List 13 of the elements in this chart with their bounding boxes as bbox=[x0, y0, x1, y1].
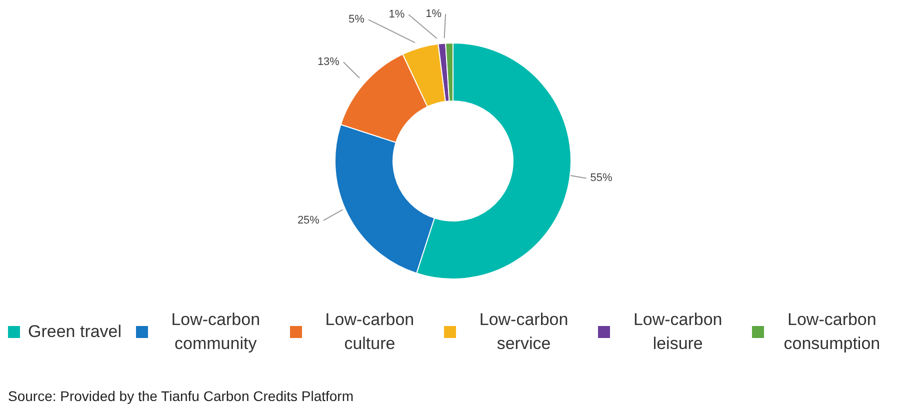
data-label: 55% bbox=[590, 172, 612, 184]
data-label: 1% bbox=[388, 8, 405, 21]
data-label: 25% bbox=[297, 214, 320, 226]
legend-label: Low-carbon leisure bbox=[632, 309, 724, 355]
legend-label: Low-carbon community bbox=[170, 309, 262, 355]
data-label: 13% bbox=[317, 56, 340, 68]
data-label: 5% bbox=[348, 14, 365, 26]
source-note: Source: Provided by the Tianfu Carbon Credits Platform bbox=[8, 388, 354, 404]
legend-label: Low-carbon service bbox=[478, 309, 570, 355]
legend-label: Low-carbon consumption bbox=[782, 309, 882, 355]
data-label: 1% bbox=[426, 8, 442, 20]
legend-label: Green travel bbox=[28, 321, 122, 343]
legend-label: Low-carbon culture bbox=[324, 309, 416, 355]
